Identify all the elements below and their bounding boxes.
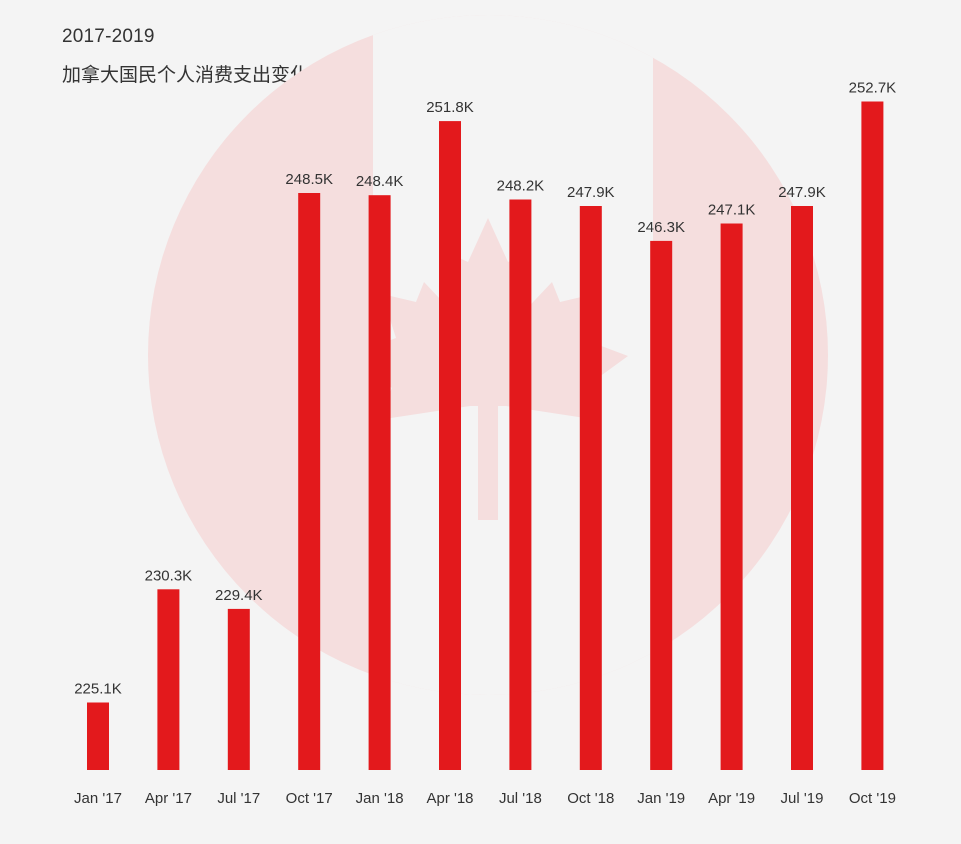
- bar-value-label: 247.1K: [708, 202, 756, 219]
- x-tick-label: Oct '17: [286, 790, 333, 807]
- bar: [157, 589, 180, 770]
- bar-value-label: 252.7K: [849, 80, 897, 97]
- bar: [87, 702, 109, 770]
- bar-value-label: 230.3K: [145, 567, 193, 584]
- x-tick-label: Apr '18: [426, 790, 473, 807]
- x-axis-tick-labels: Jan '17 Apr '17 Jul '17 Oct '17 Jan '18 Apr '…: [74, 790, 896, 807]
- maple-leaf-icon: [348, 218, 628, 520]
- x-tick-label: Jul '17: [217, 790, 260, 807]
- bar: [298, 193, 321, 770]
- x-tick-label: Jan '17: [74, 790, 122, 807]
- x-tick-label: Jul '18: [499, 790, 542, 807]
- bar-value-label: 248.2K: [497, 178, 545, 195]
- chart-subtitle: 2017-2019: [62, 26, 155, 47]
- bar: [791, 206, 813, 770]
- x-tick-label: Jan '19: [637, 790, 685, 807]
- x-tick-label: Apr '19: [708, 790, 755, 807]
- x-tick-label: Oct '19: [849, 790, 896, 807]
- bar-value-label: 248.4K: [356, 173, 404, 190]
- bar: [861, 101, 884, 770]
- bar: [227, 608, 250, 770]
- value-labels-group: 225.1K 230.3K 229.4K 248.5K 248.4K 251.8K 248.…: [74, 80, 896, 698]
- bar: [509, 199, 532, 770]
- chart-title: 加拿大国民个人消费支出变化: [62, 64, 310, 86]
- x-tick-label: Jan '18: [356, 790, 404, 807]
- bar-value-label: 247.9K: [778, 184, 826, 201]
- bar: [439, 121, 461, 771]
- bars-group: [87, 101, 884, 771]
- x-tick-label: Apr '17: [145, 790, 192, 807]
- x-tick-label: Oct '18: [567, 790, 614, 807]
- bar-value-label: 251.8K: [426, 99, 474, 116]
- bar-value-label: 248.5K: [285, 171, 333, 188]
- bar-value-label: 225.1K: [74, 681, 122, 698]
- bar-value-label: 247.9K: [567, 184, 615, 201]
- bar-value-label: 246.3K: [637, 219, 685, 236]
- bar: [579, 206, 602, 770]
- bar-value-label: 229.4K: [215, 587, 263, 604]
- x-tick-label: Jul '19: [781, 790, 824, 807]
- bar: [368, 195, 391, 770]
- bar: [720, 223, 743, 770]
- bar: [650, 240, 673, 770]
